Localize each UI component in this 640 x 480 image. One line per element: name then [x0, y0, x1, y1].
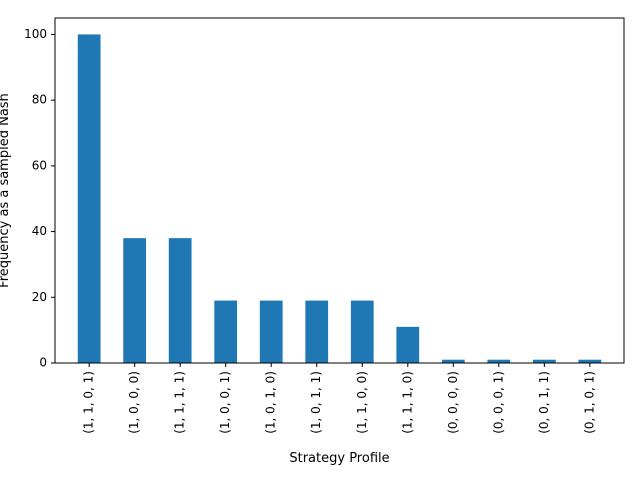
bar-4 [259, 300, 283, 363]
x-tick-label-2: (1, 1, 1, 1) [173, 371, 187, 434]
bar-1 [123, 238, 147, 363]
x-tick-label-7: (1, 1, 1, 0) [400, 371, 414, 434]
bar-9 [487, 359, 511, 363]
bar-10 [532, 359, 556, 363]
bar-7 [396, 326, 420, 363]
x-axis-label: Strategy Profile [289, 451, 389, 466]
x-tick-label-3: (1, 0, 0, 1) [218, 371, 232, 434]
bar-2 [168, 238, 192, 363]
bar-8 [441, 359, 465, 363]
x-tick-label-4: (1, 0, 1, 0) [264, 371, 278, 434]
y-tick-label-2: 40 [32, 224, 47, 238]
bar-6 [350, 300, 374, 363]
x-tick-label-0: (1, 1, 0, 1) [82, 371, 96, 434]
x-tick-label-10: (0, 0, 1, 1) [537, 371, 551, 434]
y-tick-label-1: 20 [32, 290, 47, 304]
plot-area-frame [54, 17, 625, 364]
bar-5 [305, 300, 329, 363]
x-tick-label-8: (0, 0, 0, 0) [446, 371, 460, 434]
x-tick-label-6: (1, 1, 0, 0) [355, 371, 369, 434]
bars-group [77, 34, 602, 364]
x-tick-label-11: (0, 1, 0, 1) [582, 371, 596, 434]
x-tick-label-1: (1, 0, 0, 0) [127, 371, 141, 434]
bar-3 [214, 300, 238, 363]
x-axis-ticks: (1, 1, 0, 1) (1, 0, 0, 0) (1, 1, 1, 1) (1, … [82, 363, 596, 434]
x-tick-label-5: (1, 0, 1, 1) [309, 371, 323, 434]
y-tick-label-3: 60 [32, 158, 47, 172]
x-tick-label-9: (0, 0, 0, 1) [491, 371, 505, 434]
bar-0 [77, 34, 101, 364]
y-axis-ticks: 0 20 40 60 80 100 [24, 27, 55, 370]
y-axis-label: Frequency as a sampled Nash [0, 93, 12, 288]
y-tick-label-5: 100 [24, 27, 47, 41]
bar-11 [578, 359, 602, 363]
y-tick-label-0: 0 [39, 356, 47, 370]
y-tick-label-4: 80 [32, 93, 47, 107]
